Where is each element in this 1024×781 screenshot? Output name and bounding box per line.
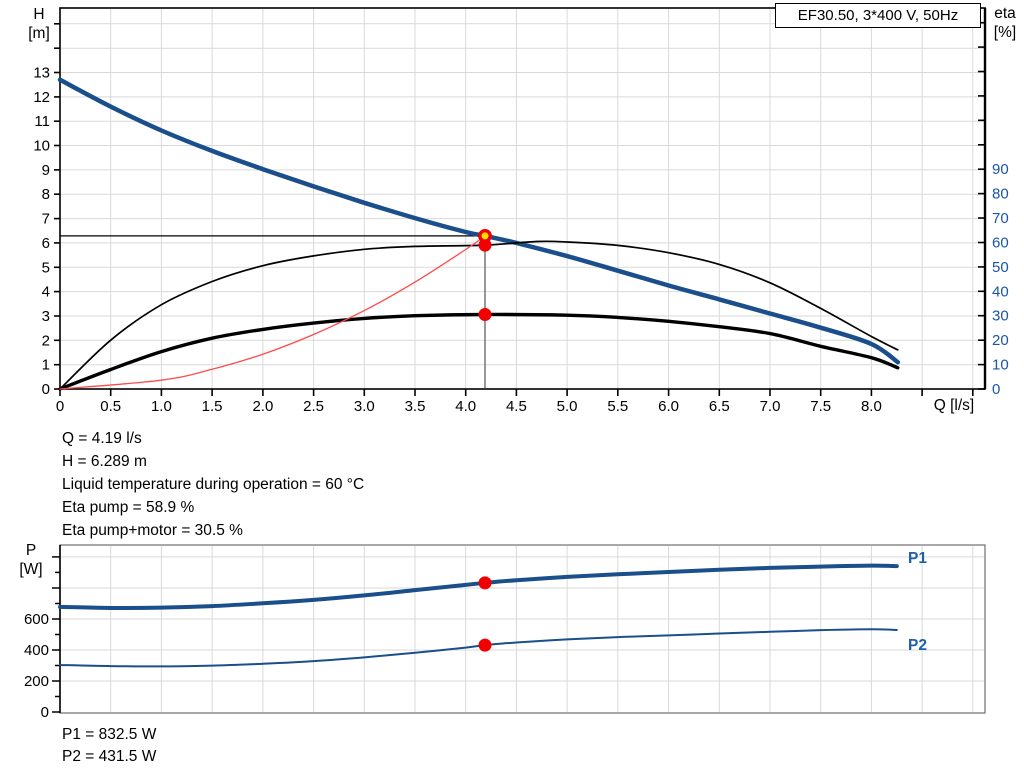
svg-text:600: 600 bbox=[24, 611, 49, 628]
svg-text:5: 5 bbox=[42, 259, 50, 276]
system-curve bbox=[59, 235, 486, 390]
p1-curve-label: P1 bbox=[908, 550, 927, 567]
eta-pump-curve bbox=[59, 240, 899, 390]
p-axis-title: P [W] bbox=[12, 541, 50, 579]
power-readout: P1 = 832.5 W P2 = 431.5 W bbox=[62, 724, 156, 768]
readout-h: H = 6.289 m bbox=[62, 453, 147, 470]
svg-text:7.0: 7.0 bbox=[760, 398, 781, 415]
svg-text:8: 8 bbox=[42, 186, 50, 203]
eta-axis-title: eta [%] bbox=[986, 4, 1024, 42]
eta-pump-motor-marker bbox=[478, 308, 492, 321]
pump-title-box: EF30.50, 3*400 V, 50Hz bbox=[775, 3, 981, 28]
pump-title-text: EF30.50, 3*400 V, 50Hz bbox=[797, 7, 959, 24]
svg-text:0: 0 bbox=[42, 381, 50, 398]
svg-text:13: 13 bbox=[33, 65, 50, 82]
p1-duty-marker bbox=[478, 576, 492, 590]
h-axis-title: H [m] bbox=[20, 5, 58, 43]
h-axis-symbol: H bbox=[33, 6, 45, 23]
svg-text:4.0: 4.0 bbox=[455, 398, 476, 415]
svg-text:70: 70 bbox=[992, 210, 1009, 227]
svg-text:2.5: 2.5 bbox=[303, 398, 324, 415]
duty-point-readout: Q = 4.19 l/s H = 6.289 m Liquid temperat… bbox=[62, 427, 364, 542]
q-axis-title: Q [l/s] bbox=[933, 397, 975, 414]
pump-qh-curve bbox=[57, 77, 901, 365]
bottom-chart-canvas[interactable]: 0 200 400 600 bbox=[0, 535, 1024, 781]
svg-text:2.0: 2.0 bbox=[252, 398, 273, 415]
svg-text:5.0: 5.0 bbox=[557, 398, 578, 415]
svg-text:20: 20 bbox=[992, 332, 1009, 349]
svg-text:60: 60 bbox=[992, 235, 1009, 252]
svg-text:3.0: 3.0 bbox=[354, 398, 375, 415]
P2-curve bbox=[59, 628, 898, 668]
svg-text:0: 0 bbox=[41, 704, 49, 721]
svg-text:0.5: 0.5 bbox=[100, 398, 121, 415]
svg-text:10: 10 bbox=[33, 138, 50, 155]
top-chart-frame bbox=[59, 7, 986, 390]
svg-text:12: 12 bbox=[33, 89, 50, 106]
svg-text:30: 30 bbox=[992, 308, 1009, 325]
svg-text:50: 50 bbox=[992, 259, 1009, 276]
svg-text:2: 2 bbox=[42, 332, 50, 349]
readout-p1: P1 = 832.5 W bbox=[62, 726, 157, 743]
h-axis-unit: [m] bbox=[28, 25, 50, 42]
readout-q: Q = 4.19 l/s bbox=[62, 430, 142, 447]
eta-axis-symbol: eta bbox=[994, 5, 1016, 22]
p2-duty-marker bbox=[478, 638, 492, 652]
readout-eta-pump: Eta pump = 58.9 % bbox=[62, 499, 195, 516]
svg-text:40: 40 bbox=[992, 283, 1009, 300]
duty-point-marker[interactable] bbox=[478, 228, 492, 243]
svg-text:5.5: 5.5 bbox=[607, 398, 628, 415]
svg-text:90: 90 bbox=[992, 161, 1009, 178]
readout-eta-pump-motor: Eta pump+motor = 30.5 % bbox=[62, 522, 243, 539]
svg-text:200: 200 bbox=[24, 673, 49, 690]
svg-text:0: 0 bbox=[56, 398, 64, 415]
bottom-chart-plot: 0 200 400 600 bbox=[24, 544, 986, 721]
svg-text:80: 80 bbox=[992, 186, 1009, 203]
readout-liquid-temperature: Liquid temperature during operation = 60… bbox=[62, 476, 365, 493]
eta-pump-motor-curve bbox=[58, 312, 900, 391]
svg-text:3: 3 bbox=[42, 308, 50, 325]
svg-text:6.5: 6.5 bbox=[709, 398, 730, 415]
svg-text:400: 400 bbox=[24, 642, 49, 659]
readout-p2: P2 = 431.5 W bbox=[62, 748, 157, 765]
P1-curve bbox=[58, 563, 899, 611]
svg-text:9: 9 bbox=[42, 162, 50, 179]
p-axis-unit: [W] bbox=[19, 561, 43, 578]
svg-text:1.5: 1.5 bbox=[202, 398, 223, 415]
svg-text:3.5: 3.5 bbox=[405, 398, 426, 415]
svg-text:0: 0 bbox=[992, 381, 1000, 398]
svg-text:1: 1 bbox=[42, 357, 50, 374]
svg-text:6.0: 6.0 bbox=[658, 398, 679, 415]
svg-text:10: 10 bbox=[992, 357, 1009, 374]
p-axis-symbol: P bbox=[25, 542, 37, 559]
eta-axis-unit: [%] bbox=[993, 24, 1017, 41]
svg-text:8.0: 8.0 bbox=[861, 398, 882, 415]
svg-text:4.5: 4.5 bbox=[506, 398, 527, 415]
svg-text:4: 4 bbox=[42, 284, 50, 301]
svg-text:7.5: 7.5 bbox=[810, 398, 831, 415]
svg-text:6: 6 bbox=[42, 235, 50, 252]
svg-text:7: 7 bbox=[42, 211, 50, 228]
svg-text:1.0: 1.0 bbox=[151, 398, 172, 415]
svg-text:11: 11 bbox=[34, 113, 50, 130]
p2-curve-label: P2 bbox=[908, 637, 927, 654]
